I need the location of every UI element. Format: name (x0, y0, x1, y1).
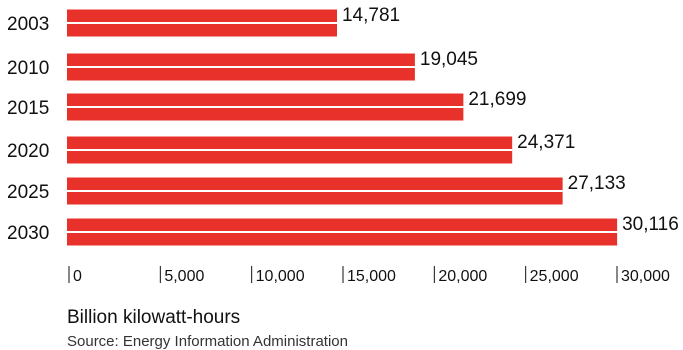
tick-label-5000: 5,000 (164, 268, 204, 285)
tick-label-25000: 25,000 (530, 268, 579, 285)
source-note: Source: Energy Information Administratio… (67, 333, 348, 350)
bars-group (67, 9, 618, 246)
category-label-2010: 2010 (7, 58, 49, 79)
value-label-2010: 19,045 (420, 49, 478, 70)
category-label-2025: 2025 (7, 182, 49, 203)
value-label-2020: 24,371 (517, 132, 575, 153)
tick-label-10000: 10,000 (256, 268, 305, 285)
tick-label-20000: 20,000 (438, 268, 487, 285)
category-label-2015: 2015 (7, 98, 49, 119)
value-label-2015: 21,699 (468, 89, 526, 110)
tick-label-15000: 15,000 (347, 268, 396, 285)
value-label-2030: 30,116 (622, 214, 679, 235)
value-label-2003: 14,781 (342, 5, 400, 26)
tick-label-0: 0 (73, 268, 82, 285)
value-label-2025: 27,133 (568, 173, 626, 194)
category-label-2030: 2030 (7, 223, 49, 244)
tick-label-30000: 30,000 (621, 268, 670, 285)
value-labels: 14,781 19,045 21,699 24,371 27,133 30,116 (342, 5, 679, 235)
x-axis-label: Billion kilowatt-hours (67, 307, 240, 328)
category-label-2020: 2020 (7, 141, 49, 162)
category-labels: 2003 2010 2015 2020 2025 2030 (7, 14, 49, 244)
category-label-2003: 2003 (7, 14, 49, 35)
x-axis-ticks: 0 5,000 10,000 15,000 20,000 25,000 30,000 (68, 266, 670, 285)
